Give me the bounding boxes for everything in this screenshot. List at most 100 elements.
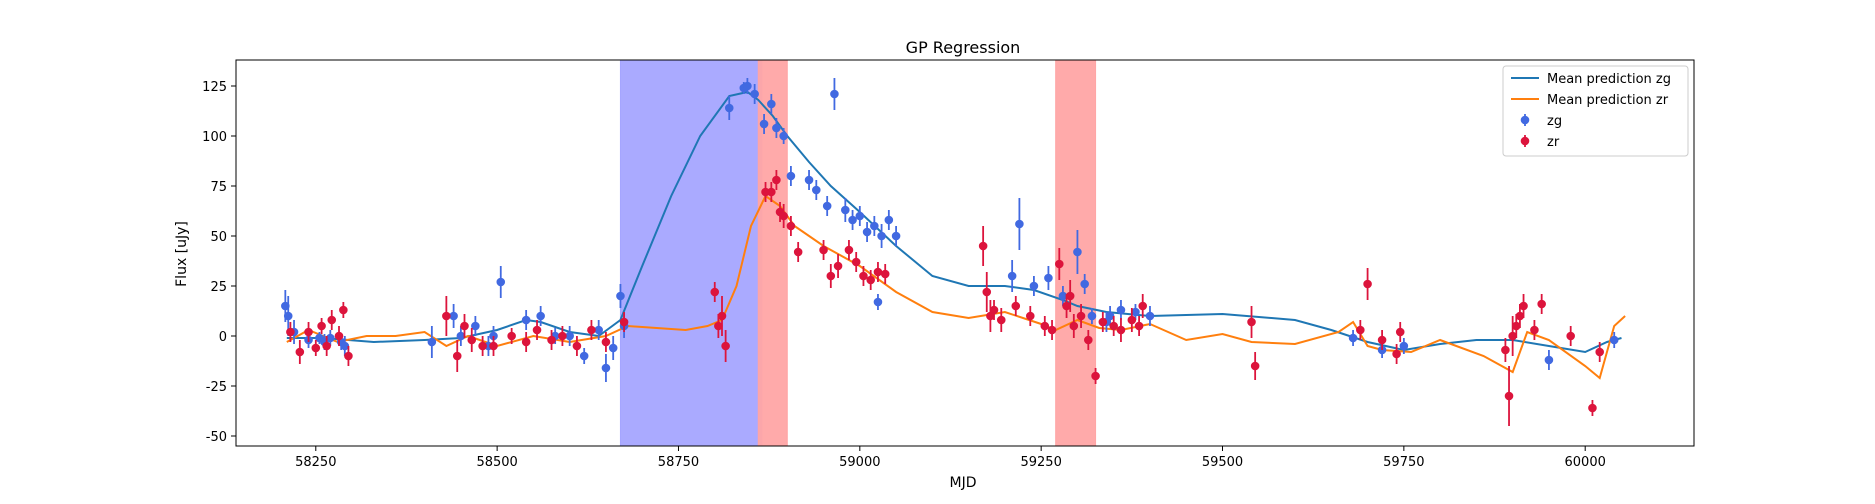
data-point bbox=[1508, 331, 1517, 341]
data-point bbox=[873, 297, 883, 307]
data-point bbox=[449, 311, 458, 321]
data-point bbox=[1519, 301, 1528, 311]
legend-entry-label: Mean prediction zg bbox=[1547, 72, 1671, 87]
data-point bbox=[467, 335, 477, 345]
data-point bbox=[779, 211, 788, 221]
data-point bbox=[804, 175, 814, 185]
data-point bbox=[1076, 311, 1086, 321]
data-point bbox=[848, 215, 857, 225]
data-point bbox=[1501, 345, 1510, 355]
data-point bbox=[579, 351, 589, 361]
data-point bbox=[880, 269, 890, 279]
data-point bbox=[786, 221, 796, 231]
data-point bbox=[1116, 305, 1126, 315]
plot-area: 58250 58500 58750 59000 59250 59500 59750 60000… bbox=[202, 59, 1695, 470]
data-point bbox=[1015, 219, 1024, 229]
data-point bbox=[286, 327, 295, 337]
data-point bbox=[786, 171, 796, 181]
data-point bbox=[1073, 247, 1082, 257]
data-point bbox=[1145, 311, 1155, 321]
data-point bbox=[532, 325, 542, 335]
y-axis-label: Flux [uJy] bbox=[174, 221, 190, 287]
data-point bbox=[322, 341, 331, 351]
data-point bbox=[714, 321, 723, 331]
data-point bbox=[1065, 291, 1075, 301]
data-point bbox=[558, 331, 567, 341]
data-point bbox=[489, 341, 498, 351]
data-point bbox=[1127, 315, 1137, 325]
legend-entry-label: zg bbox=[1547, 114, 1562, 129]
data-point bbox=[724, 103, 734, 113]
data-point bbox=[1087, 311, 1097, 321]
data-point bbox=[283, 311, 293, 321]
data-point bbox=[521, 315, 531, 325]
x-tick-label: 58750 bbox=[658, 455, 699, 470]
data-point bbox=[601, 363, 611, 373]
data-point bbox=[616, 291, 625, 301]
data-point bbox=[819, 245, 828, 255]
legend-marker-swatch bbox=[1520, 115, 1530, 125]
data-point bbox=[339, 305, 348, 315]
y-tick-label: 100 bbox=[202, 130, 227, 145]
data-point bbox=[996, 315, 1006, 325]
data-point bbox=[572, 341, 582, 351]
y-tick-label: 125 bbox=[202, 80, 227, 95]
data-point bbox=[750, 89, 759, 99]
data-point bbox=[1348, 333, 1358, 343]
data-point bbox=[833, 261, 843, 271]
data-point bbox=[1131, 307, 1140, 317]
data-point bbox=[327, 315, 337, 325]
data-point bbox=[1363, 279, 1372, 289]
data-point bbox=[767, 187, 776, 197]
data-point bbox=[1377, 335, 1387, 345]
data-point bbox=[521, 337, 531, 347]
data-point bbox=[1091, 371, 1100, 381]
data-point bbox=[772, 123, 781, 133]
data-point bbox=[772, 175, 781, 185]
y-tick-label: -50 bbox=[206, 430, 227, 445]
data-point bbox=[460, 321, 469, 331]
data-point bbox=[1544, 355, 1554, 365]
series-line bbox=[286, 194, 1626, 380]
data-point bbox=[830, 89, 839, 99]
x-tick-label: 58250 bbox=[295, 455, 336, 470]
x-tick-label: 58500 bbox=[476, 455, 517, 470]
data-point bbox=[721, 341, 730, 351]
data-point bbox=[478, 341, 487, 351]
data-point bbox=[496, 277, 506, 287]
data-point bbox=[452, 351, 462, 361]
data-point bbox=[717, 311, 727, 321]
x-tick-label: 59000 bbox=[839, 455, 880, 470]
legend-entry-label: zr bbox=[1547, 135, 1560, 150]
data-point bbox=[1069, 321, 1079, 331]
shaded-region bbox=[757, 59, 788, 447]
data-point bbox=[1138, 301, 1148, 311]
plot-frame bbox=[235, 59, 1695, 447]
data-point bbox=[870, 221, 879, 231]
data-point bbox=[608, 343, 618, 353]
data-point bbox=[859, 271, 868, 281]
data-point bbox=[471, 321, 480, 331]
data-point bbox=[1395, 327, 1405, 337]
data-point bbox=[1247, 317, 1256, 327]
data-point bbox=[759, 119, 769, 129]
x-axis-label: MJD bbox=[950, 475, 977, 491]
y-tick-label: 0 bbox=[219, 330, 227, 345]
data-point bbox=[826, 271, 836, 281]
shaded-region bbox=[619, 59, 763, 447]
data-point bbox=[1511, 321, 1521, 331]
x-tick-label: 59250 bbox=[1020, 455, 1061, 470]
data-point bbox=[344, 351, 353, 361]
data-point bbox=[1011, 301, 1021, 311]
y-tick-label: -25 bbox=[206, 380, 227, 395]
data-point bbox=[1588, 403, 1597, 413]
data-point bbox=[1399, 341, 1409, 351]
data-point bbox=[1109, 321, 1119, 331]
x-tick-label: 59750 bbox=[1383, 455, 1424, 470]
legend: Mean prediction zg Mean prediction zr zg zr bbox=[1502, 65, 1689, 157]
data-point bbox=[811, 185, 821, 195]
data-point bbox=[1504, 391, 1514, 401]
data-point bbox=[1134, 321, 1144, 331]
